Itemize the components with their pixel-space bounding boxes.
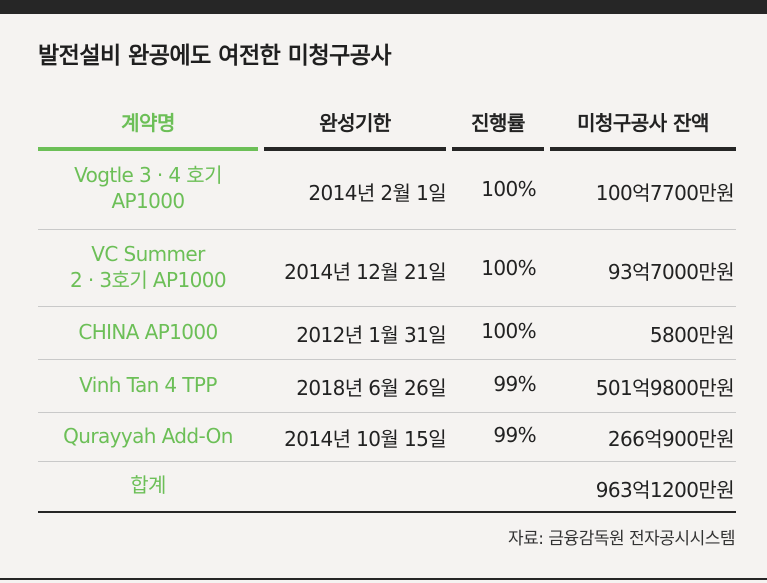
source-note: 자료: 금융감독원 전자공시시스템 [508,529,736,549]
progress: 99% [493,423,536,447]
balance: 100억7700만원 [595,181,735,205]
contract-name-line2: 2 · 3호기 AP1000 [70,268,227,292]
row-divider [38,412,736,413]
progress: 100% [481,256,536,280]
balance: 93억7000만원 [607,260,735,284]
deadline: 2014년 12월 21일 [284,260,447,284]
progress: 100% [481,319,536,343]
total-balance: 963억1200만원 [595,478,735,502]
row-divider [38,306,736,307]
contract-name-line2: AP1000 [111,189,185,213]
table-row: VC Summer 2 · 3호기 AP1000 2014년 12월 21일 1… [38,230,736,306]
header-underline [550,147,736,151]
contract-name: Vinh Tan 4 TPP [79,373,217,397]
table-row: Qurayyah Add-On 2014년 10월 15일 99% 266억90… [38,413,736,461]
header-underline [452,147,544,151]
contract-name-line1: Vogtle 3 · 4 호기 [74,163,222,187]
balance: 5800만원 [649,323,735,347]
header-deadline: 완성기한 [319,111,391,135]
header-underline [264,147,446,151]
row-divider [38,461,736,462]
table-row: CHINA AP1000 2012년 1월 31일 100% 5800만원 [38,307,736,359]
row-divider [38,359,736,360]
contract-name: Vogtle 3 · 4 호기 AP1000 [38,162,258,214]
contract-name-line1: VC Summer [91,242,205,266]
deadline: 2014년 2월 1일 [308,181,446,205]
balance: 501억9800만원 [595,376,735,400]
top-bar [0,0,767,14]
balance: 266억900만원 [607,427,735,451]
progress: 99% [493,372,536,396]
table-row: Vinh Tan 4 TPP 2018년 6월 26일 99% 501억9800… [38,360,736,412]
total-row: 합계 963억1200만원 [38,462,736,511]
header-balance: 미청구공사 잔액 [577,111,709,135]
deadline: 2012년 1월 31일 [296,323,446,347]
header-progress: 진행률 [471,111,525,135]
bottom-rule [0,578,767,580]
table-bottom-rule [38,511,736,513]
row-divider [38,229,736,230]
contract-name: Qurayyah Add-On [63,424,233,448]
table-row: Vogtle 3 · 4 호기 AP1000 2014년 2월 1일 100% … [38,151,736,229]
contract-name: VC Summer 2 · 3호기 AP1000 [38,241,258,293]
contract-name: CHINA AP1000 [78,320,218,344]
deadline: 2014년 10월 15일 [284,427,447,451]
page-title: 발전설비 완공에도 여전한 미청구공사 [38,43,392,69]
deadline: 2018년 6월 26일 [296,376,446,400]
total-label: 합계 [130,473,166,497]
header-underline-green [38,147,258,151]
progress: 100% [481,177,536,201]
header-contract-name: 계약명 [121,111,175,135]
